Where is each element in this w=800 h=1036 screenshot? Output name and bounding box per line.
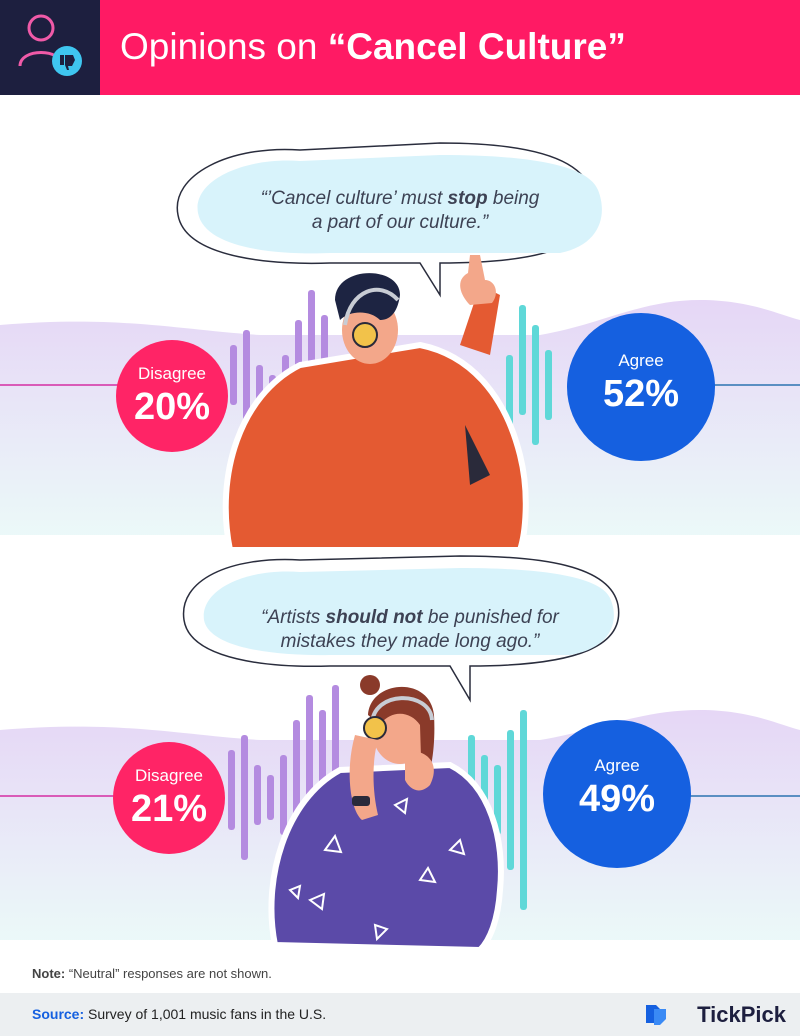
footer-bar: Source: Survey of 1,001 music fans in th…	[0, 993, 800, 1036]
statement-2-quote-line2: mistakes they made long ago.”	[280, 631, 540, 652]
brand-name: TickPick	[697, 1002, 786, 1027]
statement-2-quote-emphasis: should not	[325, 607, 423, 628]
statement-1-quote-emphasis: stop	[447, 188, 488, 209]
footnote-label: Note:	[32, 966, 66, 981]
speech-bubble-outline	[182, 555, 620, 703]
speech-bubble-fill	[197, 155, 602, 254]
page-title-emphasis: “Cancel Culture”	[327, 26, 626, 67]
page-title-prefix: Opinions on	[120, 26, 328, 67]
source-text: Survey of 1,001 music fans in the U.S.	[84, 1006, 327, 1022]
statement-2-quote-start: “Artists	[261, 607, 326, 628]
footnote-text: “Neutral” responses are not shown.	[65, 966, 272, 981]
source-citation: Source: Survey of 1,001 music fans in th…	[32, 1006, 326, 1022]
disagree-value: 20%	[133, 386, 211, 428]
statement-2-disagree-badge: Disagree 21%	[113, 742, 225, 854]
disagree-value: 21%	[130, 788, 208, 830]
listening-woman-figure	[268, 675, 504, 954]
statement-1-quote-line2: a part of our culture.”	[311, 212, 489, 233]
user-thumbs-down-icon	[18, 14, 82, 76]
footnote: Note: “Neutral” responses are not shown.	[32, 966, 272, 981]
statement-section-2: “Artists should not be punished for mist…	[0, 550, 800, 970]
disagree-label: Disagree	[137, 364, 207, 383]
statement-2-agree-badge: Agree 49%	[543, 720, 691, 868]
source-label: Source:	[32, 1006, 85, 1022]
statement-1-quote-start: “’Cancel culture’ must	[260, 188, 448, 209]
agree-value: 49%	[578, 778, 656, 820]
header-icon-box	[0, 0, 100, 95]
statement-1-disagree-badge: Disagree 20%	[116, 340, 228, 452]
statement-section-1: “’Cancel culture’ must stop being a part…	[0, 95, 800, 550]
agree-label: Agree	[618, 351, 664, 370]
header-banner: Opinions on “Cancel Culture”	[0, 0, 800, 95]
agree-value: 52%	[602, 373, 680, 415]
page-title: Opinions on “Cancel Culture”	[120, 22, 626, 72]
tickpick-logo-icon	[646, 1005, 666, 1025]
speech-bubble-outline	[176, 142, 594, 298]
statement-1-illustration	[0, 142, 800, 550]
listening-man-figure	[222, 255, 529, 550]
statement-1-quote: “’Cancel culture’ must stop being a part…	[200, 187, 600, 235]
statement-1-agree-badge: Agree 52%	[567, 313, 715, 461]
statement-2-quote-end: be punished for	[422, 607, 559, 628]
statement-1-quote-end: being	[487, 188, 540, 209]
disagree-label: Disagree	[134, 766, 204, 785]
statement-2-quote: “Artists should not be punished for mist…	[205, 606, 615, 654]
speech-bubble-fill	[203, 568, 614, 656]
agree-label: Agree	[594, 756, 640, 775]
